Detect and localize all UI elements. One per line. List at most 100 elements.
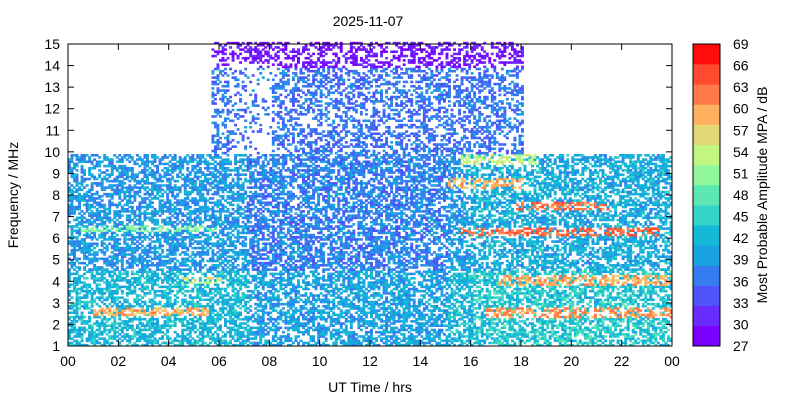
heatmap-cell	[158, 162, 162, 166]
heatmap-cell	[219, 177, 222, 181]
heatmap-cell	[171, 235, 175, 239]
heatmap-cell	[118, 220, 122, 224]
heatmap-cell	[264, 242, 268, 246]
heatmap-cell	[259, 128, 263, 131]
heatmap-cell	[254, 317, 258, 321]
heatmap-cell	[120, 205, 124, 209]
heatmap-cell	[224, 52, 227, 56]
heatmap-cell	[115, 313, 119, 317]
heatmap-cell	[95, 335, 99, 338]
heatmap-cell	[226, 218, 230, 222]
heatmap-cell	[249, 195, 253, 198]
heatmap-cell	[241, 225, 245, 228]
heatmap-cell	[83, 296, 87, 299]
heatmap-cell	[191, 246, 195, 250]
heatmap-cell	[226, 272, 230, 276]
heatmap-cell	[178, 264, 182, 267]
heatmap-cell	[166, 199, 170, 202]
heatmap-cell	[138, 305, 142, 308]
heatmap-cell	[261, 266, 265, 269]
heatmap-cell	[276, 115, 280, 118]
heatmap-cell	[203, 199, 207, 202]
heatmap-cell	[229, 313, 232, 317]
heatmap-cell	[183, 190, 187, 194]
heatmap-cell	[203, 324, 207, 327]
heatmap-cell	[264, 225, 268, 228]
heatmap-cell	[246, 272, 250, 276]
heatmap-cell	[115, 223, 119, 226]
heatmap-cell	[206, 276, 210, 280]
heatmap-cell	[246, 44, 250, 47]
heatmap-cell	[90, 337, 94, 340]
heatmap-cell	[108, 158, 112, 161]
heatmap-cell	[274, 197, 278, 200]
heatmap-cell	[186, 337, 190, 340]
heatmap-cell	[241, 274, 245, 278]
heatmap-cell	[216, 255, 220, 258]
heatmap-cell	[161, 195, 165, 198]
heatmap-cell	[256, 61, 260, 64]
heatmap-cell	[213, 190, 217, 194]
heatmap-cell	[254, 274, 258, 278]
heatmap-cell	[188, 326, 192, 330]
heatmap-cell	[148, 274, 152, 278]
heatmap-cell	[231, 283, 235, 286]
heatmap-cell	[206, 214, 210, 217]
heatmap-cell	[168, 259, 172, 263]
heatmap-cell	[156, 210, 159, 213]
heatmap-cell	[105, 207, 109, 211]
heatmap-cell	[216, 266, 220, 269]
heatmap-cell	[95, 177, 99, 181]
heatmap-cell	[98, 233, 102, 237]
heatmap-cell	[234, 173, 238, 176]
heatmap-cell	[251, 240, 255, 243]
heatmap-cell	[171, 192, 175, 196]
heatmap-cell	[198, 235, 202, 239]
heatmap-cell	[138, 261, 142, 265]
heatmap-cell	[83, 171, 87, 174]
heatmap-cell	[229, 110, 232, 114]
heatmap-cell	[274, 46, 278, 49]
heatmap-cell	[161, 212, 165, 215]
heatmap-cell	[128, 220, 132, 224]
heatmap-cell	[108, 335, 112, 338]
heatmap-cell	[211, 76, 215, 79]
heatmap-cell	[146, 160, 149, 164]
heatmap-cell	[226, 143, 230, 146]
heatmap-cell	[246, 268, 250, 271]
heatmap-cell	[173, 229, 177, 233]
heatmap-cell	[151, 272, 154, 276]
heatmap-cell	[130, 326, 134, 330]
heatmap-cell	[168, 216, 172, 220]
heatmap-cell	[88, 326, 92, 330]
heatmap-cell	[133, 229, 137, 233]
heatmap-cell	[246, 218, 250, 222]
heatmap-cell	[105, 279, 109, 282]
heatmap-cell	[70, 322, 74, 325]
heatmap-cell	[186, 307, 190, 310]
heatmap-cell	[256, 207, 260, 211]
heatmap-cell	[198, 309, 202, 312]
heatmap-cell	[163, 220, 167, 224]
heatmap-cell	[128, 253, 132, 256]
heatmap-cell	[113, 261, 117, 265]
heatmap-cell	[183, 337, 187, 340]
heatmap-cell	[161, 296, 165, 299]
heatmap-cell	[226, 201, 230, 205]
heatmap-cell	[269, 201, 273, 205]
heatmap-cell	[229, 307, 232, 310]
heatmap-cell	[276, 253, 280, 256]
heatmap-cell	[266, 50, 270, 54]
heatmap-cell	[244, 255, 248, 258]
heatmap-cell	[234, 225, 238, 228]
heatmap-cell	[261, 233, 265, 237]
heatmap-cell	[249, 121, 253, 125]
heatmap-cell	[140, 311, 144, 315]
heatmap-cell	[261, 177, 265, 181]
heatmap-cell	[173, 279, 177, 282]
heatmap-cell	[68, 322, 71, 325]
heatmap-cell	[138, 259, 142, 263]
heatmap-cell	[213, 266, 217, 269]
heatmap-cell	[266, 264, 270, 267]
heatmap-cell	[133, 287, 137, 291]
